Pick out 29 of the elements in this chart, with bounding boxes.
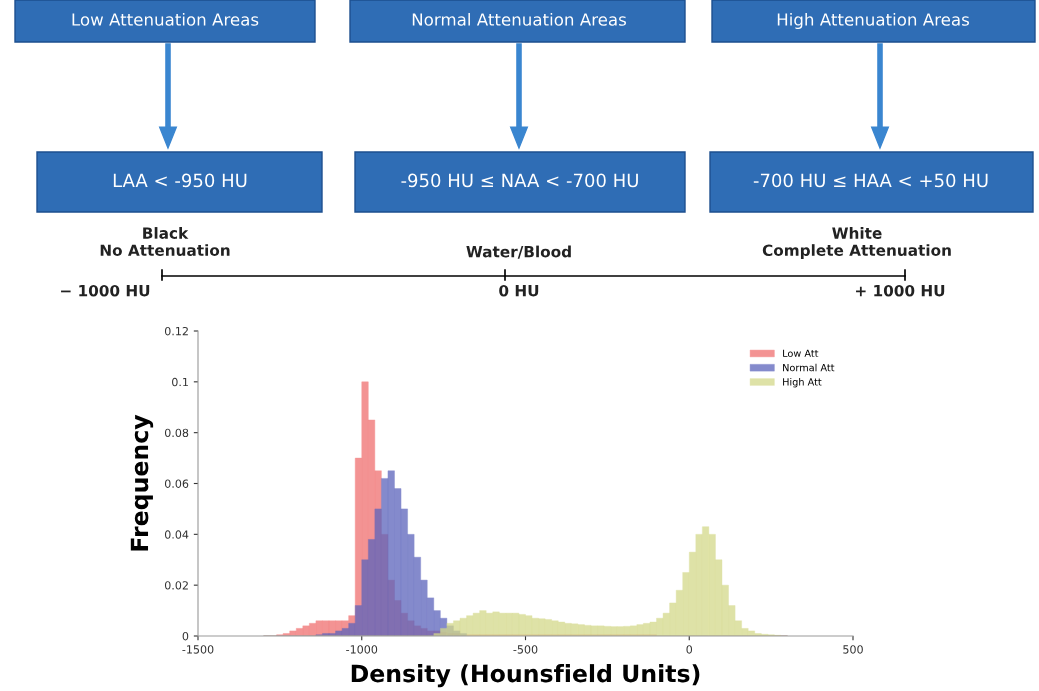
text: -950 HU ≤ NAA < -700 HU [401, 173, 638, 188]
text: Black No Attenuation [100, 227, 230, 256]
x-tick-label: -500 [513, 645, 538, 654]
x-tick-label: 500 [843, 645, 863, 654]
text: LAA < -950 HU [113, 173, 247, 188]
x-tick-label: -1500 [182, 645, 214, 654]
y-axis-title: Frequency [130, 414, 154, 551]
y-tick-label: 0.02 [164, 581, 188, 590]
legend-label: Low Att [783, 349, 819, 357]
y-tick-label: 0 [182, 631, 189, 641]
text: White Complete Attenuation [762, 227, 951, 259]
text: -700 HU ≤ HAA < +50 HU [753, 173, 988, 188]
y-tick-label: 0.1 [172, 377, 188, 387]
text: High Attenuation Areas [777, 12, 969, 30]
y-tick-label: 0.08 [164, 428, 189, 438]
x-axis-title: Density (Hounsfield Units) [351, 664, 700, 688]
text: − 1000 HU [61, 284, 150, 297]
text: Water/Blood [466, 245, 571, 259]
legend-label: High Att [783, 378, 822, 388]
y-tick-label: 0.06 [164, 479, 189, 488]
legend-label: Normal Att [783, 363, 835, 372]
text: Normal Attenuation Areas [412, 12, 626, 26]
y-tick-label: 0.12 [164, 326, 188, 336]
text: 0 HU [499, 284, 539, 297]
text: + 1000 HU [856, 284, 945, 297]
y-tick-label: 0.04 [164, 530, 189, 539]
x-tick-label: 0 [686, 645, 693, 654]
text: Low Attenuation Areas [72, 12, 259, 26]
x-tick-label: -1000 [346, 645, 378, 654]
